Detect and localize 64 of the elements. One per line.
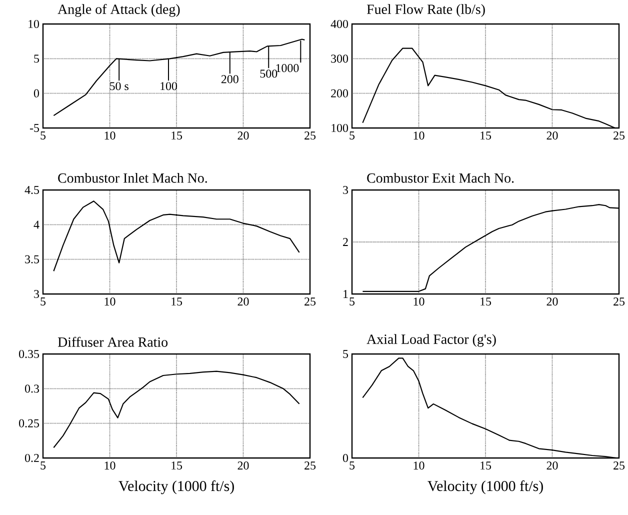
x-tick-label: 5	[40, 132, 46, 140]
y-tick-label: 100	[332, 124, 348, 132]
x-tick-label: 15	[172, 298, 182, 306]
x-tick-label: 5	[350, 462, 355, 470]
y-tick-label: 3	[34, 290, 40, 298]
x-tick-label: 10	[414, 132, 424, 140]
x-tick-label: 25	[614, 298, 625, 306]
x-tick-label: 20	[546, 462, 558, 470]
chart-title: Combustor Exit Mach No.	[367, 172, 514, 183]
x-tick-label: 20	[238, 132, 249, 140]
x-tick-label: 10	[104, 462, 116, 470]
x-tick-label: 25	[304, 462, 316, 470]
x-tick-label: 20	[546, 298, 558, 306]
x-tick-label: 10	[104, 132, 116, 140]
y-tick-label: 200	[331, 89, 348, 98]
y-tick-label: 300	[331, 54, 348, 63]
x-tick-label: 20	[238, 298, 249, 306]
x-tick-label: 25	[304, 132, 316, 140]
y-tick-label: 10	[28, 20, 40, 28]
y-tick-label: -5	[30, 124, 40, 132]
y-tick-label: 4.5	[24, 186, 40, 194]
x-tick-label: 25	[614, 462, 625, 470]
y-tick-label: 5	[343, 350, 348, 358]
y-tick-label: 3	[343, 186, 348, 194]
x-tick-label: 10	[104, 298, 116, 306]
chart-title: Combustor Inlet Mach No.	[58, 172, 207, 183]
y-tick-label: 400	[330, 20, 348, 28]
y-tick-label: 3.5	[25, 255, 40, 264]
chart-title: Diffuser Area Ratio	[58, 336, 168, 347]
x-tick-label: 20	[546, 132, 558, 140]
y-tick-label: 0.25	[19, 419, 40, 428]
x-tick-label: 15	[172, 132, 182, 140]
y-tick-label: 2	[343, 238, 348, 246]
chart-title: Angle of Attack (deg)	[58, 4, 180, 17]
x-tick-label: 10	[414, 298, 424, 306]
annotation: 1000	[276, 64, 299, 72]
x-tick-label: 15	[480, 298, 492, 306]
y-tick-label: 0	[34, 89, 40, 98]
x-tick-label: 5	[40, 462, 46, 470]
y-tick-label: 1	[344, 290, 348, 298]
annotation: 500	[260, 70, 278, 78]
y-tick-label: 0.2	[24, 454, 39, 462]
chart-title: Fuel Flow Rate (lb/s)	[366, 4, 485, 17]
x-tick-label: 20	[238, 462, 249, 470]
x-tick-label: 15	[480, 132, 492, 140]
x-tick-label: 5	[350, 132, 355, 140]
x-tick-label: 25	[614, 132, 625, 140]
x-tick-label: 15	[480, 462, 492, 470]
x-axis-title: Velocity (1000 ft/s)	[118, 480, 234, 494]
x-axis-title: Velocity (1000 ft/s)	[428, 480, 543, 494]
annotation: 50 s	[110, 82, 128, 90]
annotation: 100	[160, 82, 177, 90]
y-tick-label: 4	[34, 220, 40, 229]
x-tick-label: 10	[414, 462, 424, 470]
annotation: 200	[221, 75, 238, 84]
x-tick-label: 25	[304, 298, 316, 306]
y-tick-label: 0	[342, 454, 348, 462]
x-tick-label: 5	[350, 298, 355, 306]
y-tick-label: 5	[34, 54, 40, 63]
y-tick-label: 0.35	[19, 350, 40, 358]
x-tick-label: 5	[40, 298, 46, 306]
x-tick-label: 15	[172, 462, 182, 470]
y-tick-label: 0.3	[24, 384, 40, 393]
chart-title: Axial Load Factor (g's)	[366, 334, 496, 347]
